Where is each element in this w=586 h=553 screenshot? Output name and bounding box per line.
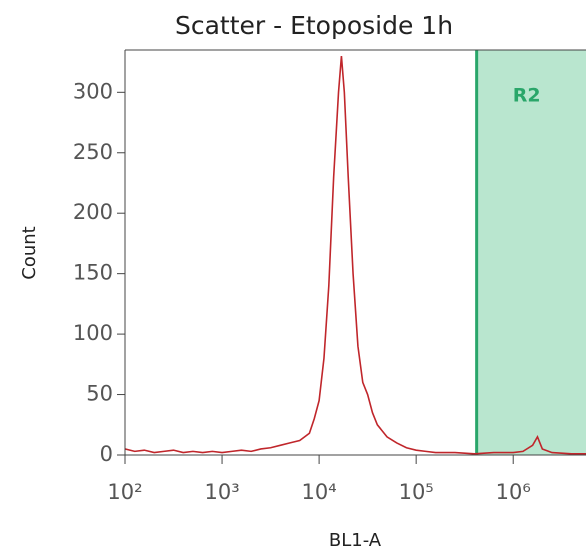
y-tick-label: 0 [100, 442, 113, 466]
gate-label: R2 [513, 85, 541, 107]
x-tick-label: 10⁵ [399, 480, 434, 504]
y-tick-label: 100 [73, 321, 113, 345]
y-tick-label: 50 [86, 382, 113, 406]
chart-title: Scatter - Etoposide 1h [175, 11, 453, 40]
x-axis-label: BL1-A [329, 530, 382, 551]
y-axis-label: Count [19, 226, 40, 279]
y-tick-label: 300 [73, 79, 113, 103]
x-tick-label: 10² [107, 480, 142, 504]
y-tick-label: 200 [73, 200, 113, 224]
x-tick-label: 10³ [204, 480, 239, 504]
y-tick-label: 150 [73, 261, 113, 285]
gate-region [476, 50, 586, 455]
x-tick-label: 10⁴ [302, 480, 337, 504]
x-tick-label: 10⁶ [496, 480, 531, 504]
plot-area [125, 55, 586, 455]
region-layer: R2 [475, 50, 586, 455]
y-tick-label: 250 [73, 140, 113, 164]
histogram-line [125, 55, 586, 455]
